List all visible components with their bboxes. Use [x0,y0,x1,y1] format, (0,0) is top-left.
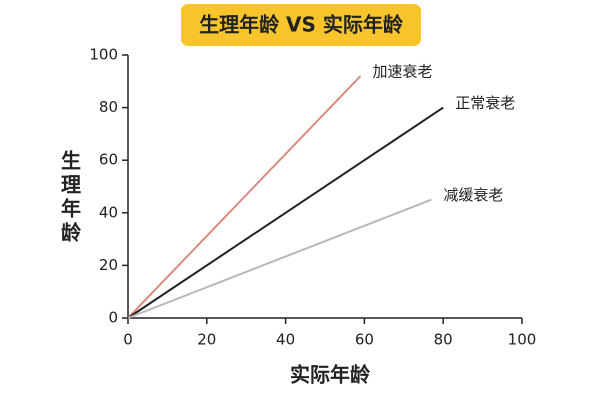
y-tick-label: 100 [89,46,118,64]
x-tick-label: 60 [355,331,374,349]
chart-title: 生理年龄 VS 实际年龄 [199,13,404,37]
legend-label: 减缓衰老 [443,186,503,204]
y-tick-label: 0 [108,309,118,327]
x-axis-label: 实际年龄 [290,363,371,387]
legend-label: 正常衰老 [455,94,515,112]
y-tick-label: 60 [99,151,118,169]
x-tick-label: 80 [434,331,453,349]
legend-label: 加速衰老 [372,63,432,81]
x-tick-label: 0 [123,331,133,349]
series-line [127,106,444,319]
title-box [181,4,421,46]
series-line [127,75,362,319]
y-axis-label: 生理年龄 [58,150,82,246]
y-tick-label: 20 [99,256,118,274]
x-tick-label: 20 [197,331,216,349]
y-tick-label: 80 [99,98,118,116]
x-tick-label: 100 [508,331,537,349]
x-tick-label: 40 [276,331,295,349]
series-line [127,198,432,319]
y-tick-label: 40 [99,203,118,221]
